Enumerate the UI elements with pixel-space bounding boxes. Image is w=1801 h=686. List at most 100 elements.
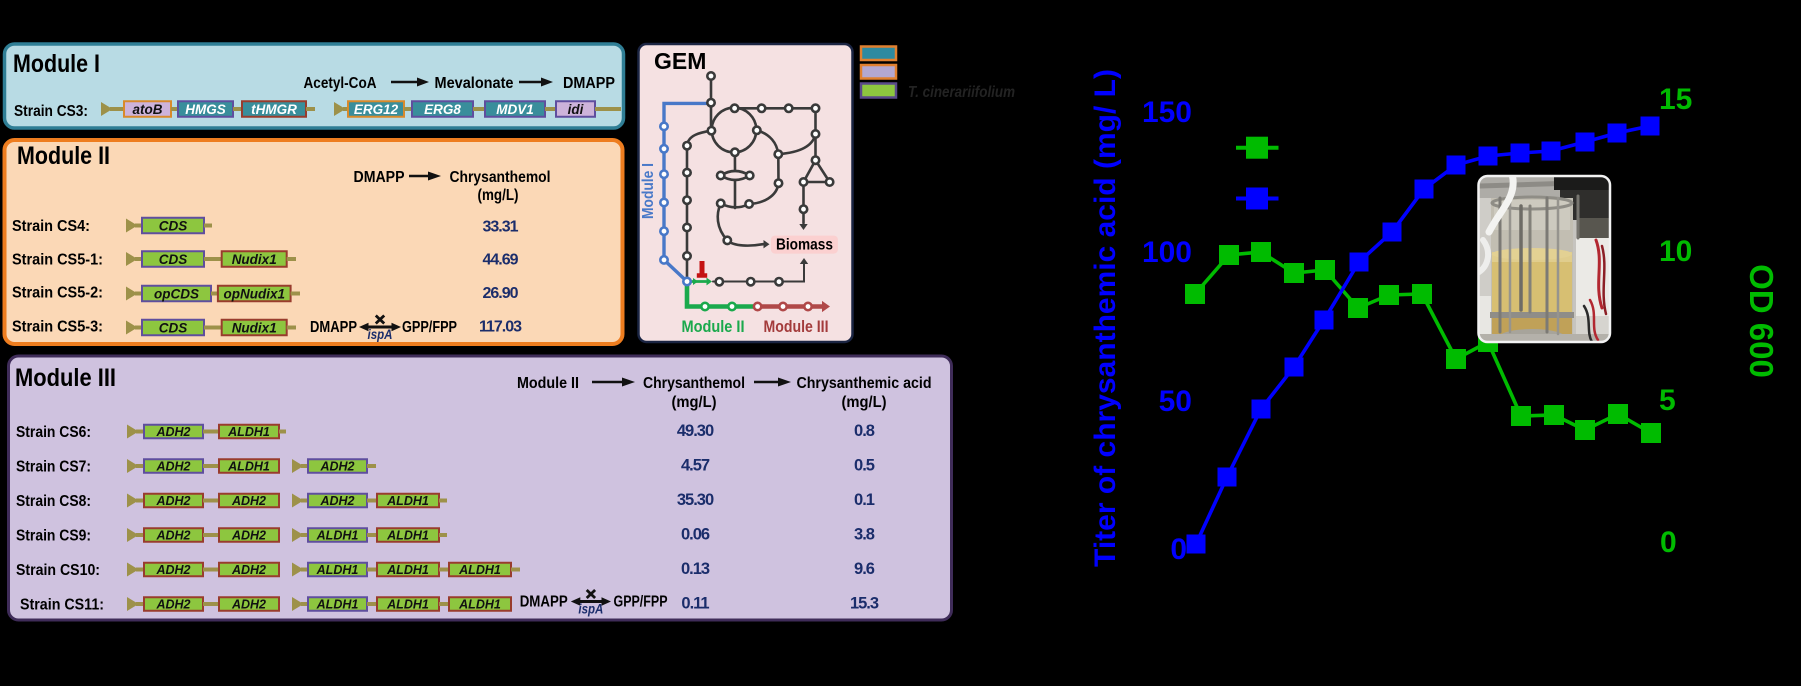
svg-text:T. cinerariifolium: T. cinerariifolium [908, 84, 1015, 101]
svg-text:ADH2: ADH2 [155, 494, 190, 508]
svg-text:ispA: ispA [368, 327, 393, 342]
svg-text:ADH2: ADH2 [231, 563, 266, 577]
svg-text:(mg/L): (mg/L) [672, 394, 717, 411]
svg-text:ALDH1: ALDH1 [227, 425, 270, 439]
svg-text:0.11: 0.11 [681, 595, 709, 613]
svg-text:Module III: Module III [764, 318, 829, 336]
svg-text:15.3: 15.3 [850, 595, 879, 613]
svg-text:ADH2: ADH2 [155, 563, 190, 577]
svg-text:ADH2: ADH2 [155, 529, 190, 543]
svg-text:0.8: 0.8 [854, 422, 875, 440]
svg-text:Strain CS5-3:: Strain CS5-3: [12, 318, 103, 335]
svg-text:Strain CS5-1:: Strain CS5-1: [12, 251, 103, 268]
svg-text:0: 0 [1660, 526, 1677, 559]
svg-text:ALDH1: ALDH1 [316, 529, 359, 543]
svg-text:(mg/L): (mg/L) [478, 187, 519, 204]
svg-text:35.30: 35.30 [677, 491, 714, 509]
svg-text:ADH2: ADH2 [155, 425, 190, 439]
svg-text:Mevalonate: Mevalonate [435, 75, 514, 92]
svg-text:idi: idi [568, 102, 584, 117]
svg-text:ERG8: ERG8 [424, 102, 461, 117]
svg-text:10: 10 [1659, 235, 1692, 268]
svg-text:Strain CS7:: Strain CS7: [16, 459, 91, 476]
svg-text:Strain CS8:: Strain CS8: [16, 493, 91, 510]
svg-text:Module II: Module II [682, 318, 745, 336]
svg-text:Module I: Module I [13, 50, 100, 78]
svg-text:100: 100 [1142, 236, 1192, 269]
svg-text:ADH2: ADH2 [231, 529, 266, 543]
svg-text:ALDH1: ALDH1 [458, 563, 501, 577]
svg-text:50: 50 [1159, 385, 1192, 418]
svg-text:DMAPP: DMAPP [354, 169, 405, 186]
svg-text:Strain CS4:: Strain CS4: [12, 218, 90, 235]
svg-text:Module II: Module II [17, 142, 110, 170]
svg-text:Chrysanthemol: Chrysanthemol [643, 375, 745, 392]
svg-text:ADH2: ADH2 [231, 598, 266, 612]
svg-text:Strain CS3:: Strain CS3: [14, 103, 88, 120]
svg-text:3.8: 3.8 [854, 526, 875, 544]
svg-text:150: 150 [1142, 96, 1192, 129]
svg-text:0.1: 0.1 [854, 491, 875, 509]
svg-text:ADH2: ADH2 [319, 494, 354, 508]
svg-text:Nudix1: Nudix1 [232, 320, 277, 335]
svg-text:9.6: 9.6 [854, 560, 875, 578]
svg-text:Nudix1: Nudix1 [232, 252, 277, 267]
svg-text:5: 5 [1659, 384, 1676, 417]
svg-text:CDS: CDS [159, 320, 188, 335]
svg-text:atoB: atoB [133, 102, 163, 117]
svg-text:44.69: 44.69 [482, 252, 518, 269]
svg-text:HMGS: HMGS [185, 102, 226, 117]
svg-text:ERG12: ERG12 [354, 102, 399, 117]
svg-text:opNudix1: opNudix1 [223, 286, 285, 301]
svg-text:Strain CS9:: Strain CS9: [16, 528, 91, 545]
svg-text:Strain CS11:: Strain CS11: [20, 597, 104, 614]
svg-text:MDV1: MDV1 [496, 102, 534, 117]
svg-text:tHMGR: tHMGR [251, 102, 297, 117]
svg-text:ALDH1: ALDH1 [386, 529, 429, 543]
svg-text:CDS: CDS [159, 218, 188, 233]
svg-text:Biomass: Biomass [776, 237, 833, 254]
svg-text:GPP/FPP: GPP/FPP [614, 594, 668, 611]
svg-text:ADH2: ADH2 [231, 494, 266, 508]
svg-text:15: 15 [1659, 83, 1692, 116]
svg-text:ALDH1: ALDH1 [316, 563, 359, 577]
svg-text:Acetyl-CoA: Acetyl-CoA [304, 75, 377, 92]
svg-text:Strain CS10:: Strain CS10: [16, 562, 100, 579]
svg-text:(mg/L): (mg/L) [842, 394, 887, 411]
svg-text:DMAPP: DMAPP [563, 75, 615, 92]
svg-text:Chrysanthemol: Chrysanthemol [450, 169, 551, 186]
svg-text:Strain CS5-2:: Strain CS5-2: [12, 285, 103, 302]
svg-text:ALDH1: ALDH1 [386, 598, 429, 612]
svg-text:Module III: Module III [15, 364, 116, 392]
svg-text:4.57: 4.57 [681, 457, 710, 475]
svg-text:Module II: Module II [517, 375, 579, 392]
svg-text:0.13: 0.13 [681, 560, 710, 578]
svg-text:0.5: 0.5 [854, 457, 875, 475]
svg-text:OD 600: OD 600 [1743, 264, 1780, 378]
svg-text:ALDH1: ALDH1 [386, 563, 429, 577]
svg-text:CDS: CDS [159, 252, 188, 267]
svg-text:ispA: ispA [578, 602, 603, 617]
svg-text:ADH2: ADH2 [319, 460, 354, 474]
svg-text:ALDH1: ALDH1 [386, 494, 429, 508]
svg-text:Chrysanthemic acid: Chrysanthemic acid [797, 375, 932, 392]
svg-text:ADH2: ADH2 [155, 460, 190, 474]
svg-text:49.30: 49.30 [677, 422, 714, 440]
svg-text:26.90: 26.90 [482, 285, 518, 302]
svg-text:Titer of chrysanthemic acid (m: Titer of chrysanthemic acid (mg/ L) [1089, 69, 1122, 567]
svg-text:DMAPP: DMAPP [310, 319, 357, 336]
svg-text:GEM: GEM [654, 48, 706, 74]
svg-text:ADH2: ADH2 [155, 598, 190, 612]
svg-text:0: 0 [1170, 533, 1187, 566]
svg-text:ALDH1: ALDH1 [458, 598, 501, 612]
svg-text:Module I: Module I [640, 163, 657, 219]
svg-text:0.06: 0.06 [681, 526, 710, 544]
svg-text:DMAPP: DMAPP [520, 594, 568, 611]
svg-text:Strain CS6:: Strain CS6: [16, 424, 91, 441]
svg-text:ALDH1: ALDH1 [316, 598, 359, 612]
svg-text:ALDH1: ALDH1 [227, 460, 270, 474]
svg-text:117.03: 117.03 [479, 319, 522, 336]
svg-text:opCDS: opCDS [154, 286, 199, 301]
svg-text:33.31: 33.31 [482, 219, 518, 236]
svg-text:GPP/FPP: GPP/FPP [402, 319, 457, 336]
